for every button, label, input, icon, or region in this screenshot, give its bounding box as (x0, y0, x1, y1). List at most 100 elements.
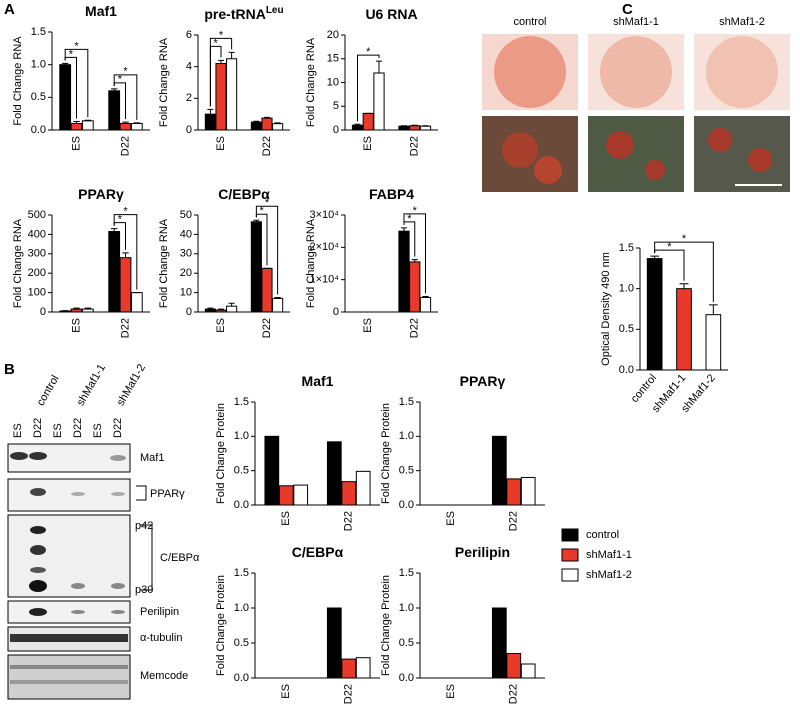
title-text: Maf1 (85, 3, 117, 19)
y-tick-label: 1.5 (399, 396, 414, 408)
significance-label: * (69, 48, 74, 60)
y-tick-label: 2 (186, 92, 192, 104)
legend-label: shMaf1-1 (586, 549, 632, 561)
bar (398, 125, 410, 131)
y-axis-label: Fold Change Protein (215, 575, 227, 676)
y-tick-label: 500 (28, 209, 46, 221)
x-tick-label: D22 (261, 136, 273, 156)
y-tick-label: 0.0 (234, 672, 249, 684)
y-tick-label: 0.0 (399, 672, 414, 684)
error-bar (110, 88, 118, 91)
title-text: Perilipin (455, 544, 510, 560)
error-bar (122, 121, 129, 124)
significance-bracket (403, 213, 426, 294)
panel-label: A (4, 1, 15, 18)
error-bar (133, 122, 141, 124)
bar (130, 292, 143, 313)
significance-bracket (113, 74, 138, 120)
y-axis-label: Fold Change Protein (215, 403, 227, 504)
bar (293, 484, 309, 506)
blot-group: shMaf1-1 (75, 362, 108, 408)
bar (130, 122, 143, 131)
y-tick-label: 1.5 (234, 396, 249, 408)
x-tick-label: D22 (119, 318, 131, 338)
bar (520, 663, 536, 679)
x-tick-label: ES (70, 136, 82, 151)
chart-title: Maf1 (302, 373, 334, 389)
y-tick-label: 0.0 (619, 364, 634, 376)
y-tick-label: 100 (28, 287, 46, 299)
lane-label: ES (92, 423, 104, 438)
title-text: C/EBPα (218, 186, 270, 202)
y-tick-label: 0.5 (619, 323, 634, 335)
significance-label: * (265, 197, 270, 209)
bar (108, 230, 121, 313)
significance-label: * (123, 66, 128, 78)
legend-swatch (561, 548, 579, 562)
bar (341, 658, 357, 679)
error-bar (422, 295, 429, 298)
blot-row-label: α-tubulin (140, 632, 182, 644)
title-text: PPARγ (460, 373, 506, 389)
y-tick-label: 400 (28, 228, 46, 240)
y-tick-label: 1.5 (234, 567, 249, 579)
y-tick-label: 10 (327, 76, 339, 88)
x-tick-label: ES (280, 684, 292, 699)
significance-label: * (74, 40, 79, 52)
bar (119, 257, 132, 313)
y-tick-label: 1.5 (399, 567, 414, 579)
error-bar (650, 255, 660, 259)
significance-bracket (255, 205, 279, 295)
title-text: pre-tRNA (204, 6, 265, 22)
x-tick-label: D22 (119, 136, 131, 156)
significance-bracket (209, 37, 233, 107)
lane-label: D22 (112, 418, 124, 438)
y-axis-label: Fold Change RNA (158, 218, 170, 308)
x-tick-label: ES (362, 136, 374, 151)
y-axis-label: Fold Change Protein (380, 575, 392, 676)
bar (491, 435, 507, 506)
y-tick-label: 300 (28, 248, 46, 260)
y-tick-label: 0.5 (31, 91, 46, 103)
y-tick-label: 15 (327, 53, 339, 65)
error-bar (411, 259, 418, 262)
error-bar (73, 121, 80, 124)
chart-title: C/EBPα (292, 544, 344, 560)
error-bar (354, 123, 361, 126)
y-axis-label: Fold Change RNA (305, 37, 317, 127)
error-bar (217, 308, 225, 311)
title-sup: Leu (266, 5, 284, 16)
blot-group: shMaf1-2 (115, 362, 148, 408)
bar (59, 64, 72, 131)
y-tick-label: 0 (40, 306, 46, 318)
x-tick-label: ES (445, 684, 457, 699)
y-tick-label: 2×10⁴ (309, 241, 339, 253)
y-axis-label: Fold Change RNA (305, 218, 317, 308)
bar (261, 117, 273, 131)
y-tick-label: 0.5 (399, 465, 414, 477)
dish-images (482, 34, 790, 192)
x-tick-label: D22 (508, 511, 520, 531)
x-tick-label: D22 (409, 318, 421, 338)
panel-label: B (4, 361, 15, 378)
chart-title: Perilipin (455, 544, 510, 560)
blot-row-label: C/EBPα (160, 552, 200, 564)
bar (226, 58, 238, 131)
y-tick-label: 40 (180, 228, 192, 240)
bar (326, 607, 342, 679)
bar (250, 121, 262, 131)
y-tick-label: 1.5 (31, 26, 46, 38)
bar (204, 308, 216, 313)
significance-label: * (118, 213, 123, 225)
blot-row-label: PPARγ (150, 488, 185, 500)
y-tick-label: 1×10⁴ (309, 274, 339, 286)
title-text: FABP4 (369, 186, 414, 202)
bar (226, 305, 238, 313)
y-tick-label: 10 (180, 287, 192, 299)
y-tick-label: 4 (186, 61, 192, 73)
bar (409, 261, 421, 313)
lane-label: D22 (72, 418, 84, 438)
title-text: C/EBPα (292, 544, 344, 560)
image-label: shMaf1-1 (613, 16, 659, 28)
error-bar (263, 116, 271, 119)
